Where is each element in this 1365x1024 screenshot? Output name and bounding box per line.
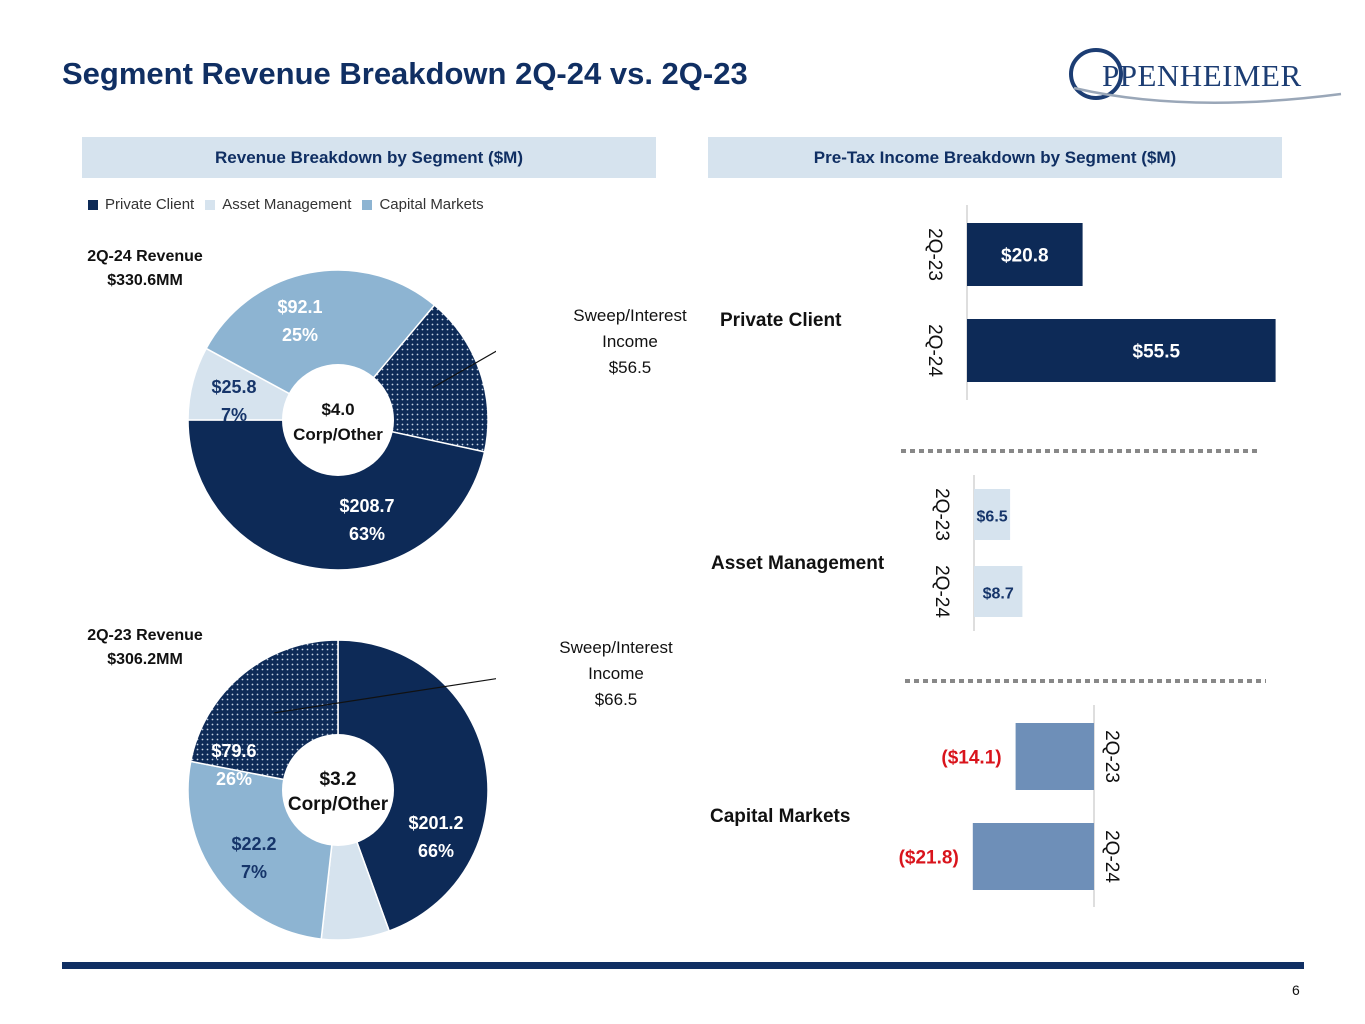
legend-label-private-client: Private Client bbox=[105, 196, 195, 213]
slice-value-label: $92.1 bbox=[277, 297, 322, 317]
bar-value-label: $6.5 bbox=[977, 509, 1008, 526]
bar-category-label: 2Q-23 bbox=[1101, 730, 1122, 783]
pie-center-label: Corp/Other bbox=[293, 425, 383, 444]
pie-2q23-title: 2Q-23 Revenue $306.2MM bbox=[70, 624, 220, 672]
logo-text: PPENHEIMER bbox=[1102, 58, 1302, 93]
pie-2q23-title-line1: 2Q-23 Revenue bbox=[87, 627, 203, 644]
legend-swatch-private-client bbox=[88, 199, 98, 210]
pie-2q24-callout-line3: $56.5 bbox=[608, 358, 652, 377]
pie-center-value: $4.0 bbox=[321, 400, 354, 419]
footer-divider bbox=[62, 962, 1304, 969]
page-number: 6 bbox=[1292, 982, 1300, 998]
slice-value-label: $25.8 bbox=[211, 377, 256, 397]
pretax-bar-chart: Private Client $20.8 2Q-23 $55.5 2Q-24 Asset … bbox=[710, 205, 1276, 907]
pie-center-hole bbox=[282, 734, 394, 846]
revenue-legend: Private Client Asset Management Capital … bbox=[88, 196, 484, 213]
bar-capital-markets-2q-24 bbox=[972, 823, 1094, 890]
bar-value-label: $55.5 bbox=[1133, 342, 1181, 363]
bar-value-label: ($14.1) bbox=[941, 748, 1001, 769]
legend-swatch-capital-markets bbox=[362, 199, 373, 210]
slice-value-label: $79.6 bbox=[211, 741, 256, 761]
pie-center-hole bbox=[282, 364, 394, 476]
pie-2q24-title-line1: 2Q-24 Revenue bbox=[87, 248, 203, 265]
pie-2q23-callout-line1: Sweep/Interest bbox=[559, 638, 673, 657]
bar-asset-management-2q-23 bbox=[974, 489, 1011, 540]
pie-2q23-callout-line3: $66.5 bbox=[594, 690, 638, 709]
pie-2q23-callout-line2: Income bbox=[588, 664, 644, 683]
pie-center-label: Corp/Other bbox=[288, 794, 389, 815]
pie-2q23-callout: Sweep/Interest Income $66.5 bbox=[541, 635, 691, 713]
slice-value-label: $22.2 bbox=[231, 834, 276, 854]
bar-value-label: $8.7 bbox=[983, 586, 1014, 603]
bar-category-label: 2Q-24 bbox=[1101, 830, 1122, 883]
revenue-panel-header: Revenue Breakdown by Segment ($M) bbox=[82, 137, 656, 178]
page-title: Segment Revenue Breakdown 2Q-24 vs. 2Q-2… bbox=[62, 56, 748, 91]
slice-pct-label: 63% bbox=[349, 524, 385, 544]
pie-2q24-callout: Sweep/Interest Income $56.5 bbox=[555, 303, 705, 381]
segment-name-private-client: Private Client bbox=[720, 310, 842, 331]
bar-value-label: $20.8 bbox=[1001, 246, 1049, 267]
slice-pct-label: 25% bbox=[282, 325, 318, 345]
segment-name-capital-markets: Capital Markets bbox=[710, 806, 850, 827]
pie-2q24-title: 2Q-24 Revenue $330.6MM bbox=[70, 245, 220, 293]
pie-slice-private-client bbox=[337, 639, 489, 932]
slice-pct-label: 7% bbox=[241, 862, 267, 882]
pie-chart-2q24: $4.0 Corp/Other $208.7 63% $25.8 7% $92.1 25% bbox=[187, 269, 496, 571]
pretax-panel-header: Pre-Tax Income Breakdown by Segment ($M) bbox=[708, 137, 1282, 178]
pie-center-value: $3.2 bbox=[320, 769, 357, 790]
pie-chart-2q23: $3.2 Corp/Other $201.2 66% $22.2 7% $79.6 26% bbox=[187, 639, 496, 941]
bar-value-label: ($21.8) bbox=[899, 848, 959, 869]
bar-capital-markets-2q-23 bbox=[1015, 723, 1094, 790]
pie-2q24-callout-line2: Income bbox=[602, 332, 658, 351]
legend-swatch-asset-management bbox=[205, 199, 216, 210]
callout-leader-line bbox=[432, 350, 496, 389]
segment-name-asset-management: Asset Management bbox=[711, 553, 885, 574]
slice-pct-label: 26% bbox=[216, 769, 252, 789]
pie-2q24-title-line2: $330.6MM bbox=[107, 272, 183, 289]
pie-slice-capital-markets bbox=[205, 269, 436, 421]
slice-value-label: $208.7 bbox=[339, 496, 394, 516]
pie-2q24-callout-line1: Sweep/Interest bbox=[573, 306, 687, 325]
bar-asset-management-2q-24 bbox=[974, 566, 1023, 617]
bar-category-label: 2Q-24 bbox=[931, 565, 952, 618]
legend-label-capital-markets: Capital Markets bbox=[379, 196, 484, 213]
bar-category-label: 2Q-23 bbox=[924, 228, 945, 281]
bar-category-label: 2Q-23 bbox=[931, 488, 952, 541]
slice-value-label: $201.2 bbox=[408, 813, 463, 833]
pie-2q23-title-line2: $306.2MM bbox=[107, 651, 183, 668]
oppenheimer-logo bbox=[1069, 48, 1342, 104]
callout-leader-line bbox=[274, 678, 496, 714]
bar-private-client-2q-23 bbox=[967, 223, 1083, 286]
bar-private-client-2q-24 bbox=[967, 319, 1276, 382]
pie-slice-private-client bbox=[187, 419, 486, 571]
legend-label-asset-management: Asset Management bbox=[222, 196, 352, 213]
slice-pct-label: 66% bbox=[418, 841, 454, 861]
slice-pct-label: 7% bbox=[221, 405, 247, 425]
bar-category-label: 2Q-24 bbox=[924, 324, 945, 377]
